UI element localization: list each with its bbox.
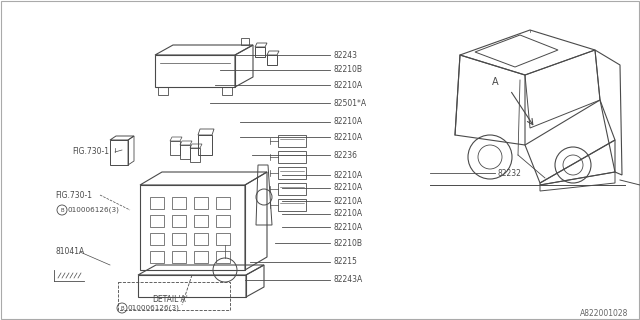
Text: 82210A: 82210A [333, 210, 362, 219]
Text: 82210B: 82210B [333, 238, 362, 247]
Text: 82210A: 82210A [333, 132, 362, 141]
Text: 82210A: 82210A [333, 222, 362, 231]
Text: 82243A: 82243A [333, 276, 362, 284]
Text: 82501*A: 82501*A [333, 99, 366, 108]
Text: 82215: 82215 [333, 258, 357, 267]
Text: A822001028: A822001028 [580, 308, 628, 317]
Text: FIG.730-1: FIG.730-1 [72, 148, 109, 156]
Text: A: A [492, 77, 499, 87]
Text: 81041A: 81041A [55, 247, 84, 257]
Text: 82210A: 82210A [333, 117, 362, 126]
Text: 010006126(3): 010006126(3) [128, 305, 180, 311]
Text: FIG.730-1: FIG.730-1 [55, 190, 92, 199]
Text: B: B [60, 207, 64, 212]
Text: B: B [120, 306, 124, 310]
Text: 82210B: 82210B [333, 66, 362, 75]
Text: 82210A: 82210A [333, 183, 362, 193]
Text: 82210A: 82210A [333, 196, 362, 205]
Text: DETAIL'A': DETAIL'A' [152, 295, 188, 305]
Text: 82236: 82236 [333, 150, 357, 159]
Text: 82210A: 82210A [333, 81, 362, 90]
Text: 82232: 82232 [497, 169, 521, 178]
Text: 82243: 82243 [333, 51, 357, 60]
Text: 010006126(3): 010006126(3) [68, 207, 120, 213]
Text: 82210A: 82210A [333, 171, 362, 180]
